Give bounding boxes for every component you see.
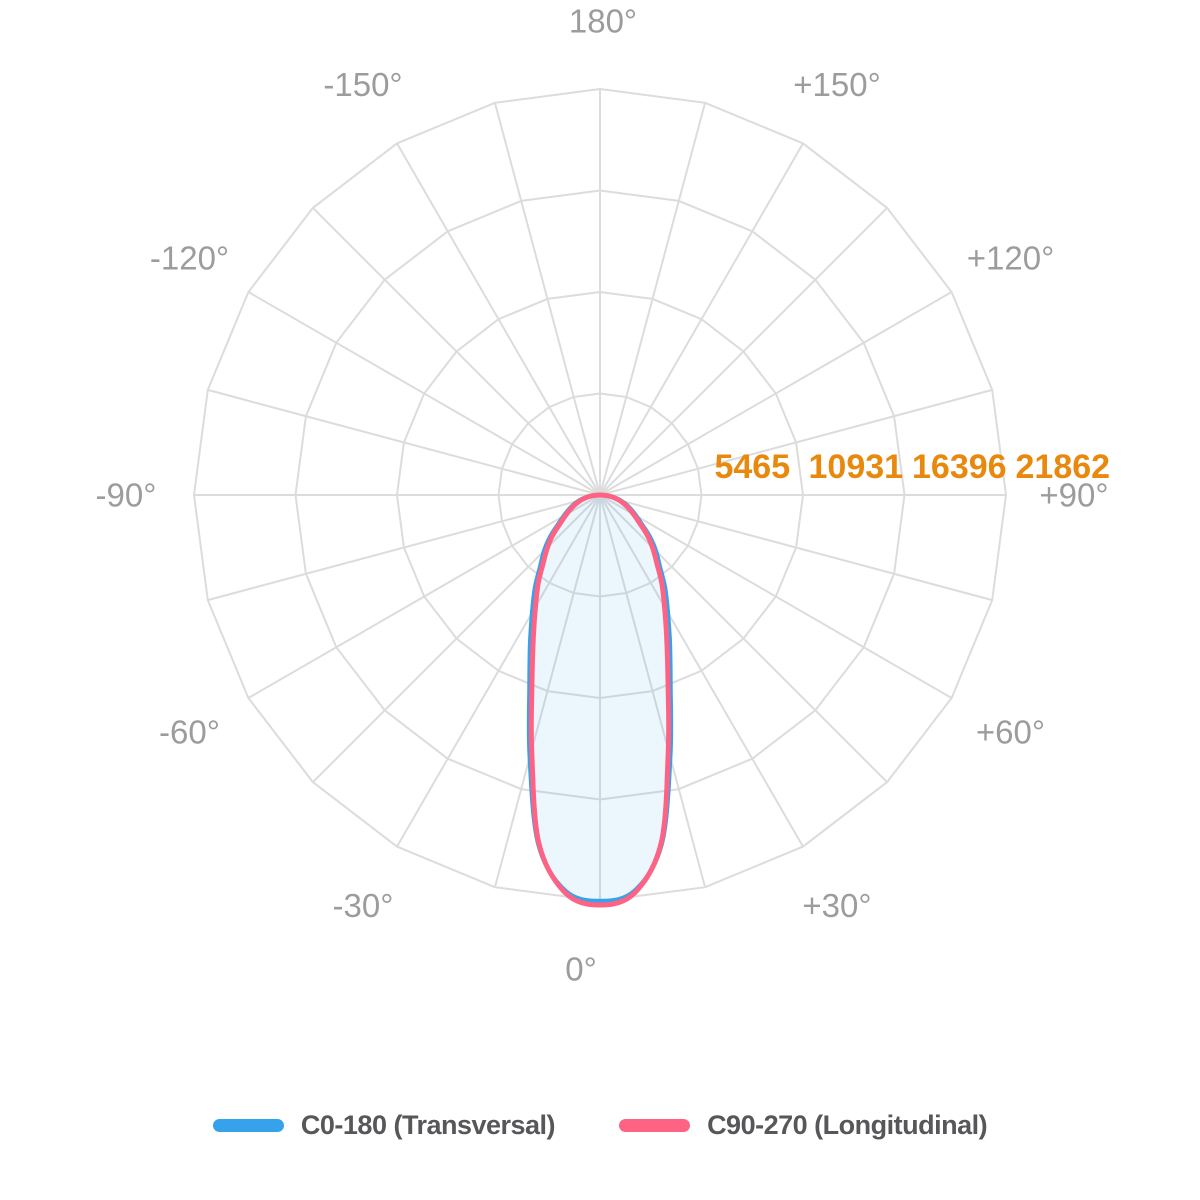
- angle-tick-label-m60deg: -60°: [159, 714, 220, 751]
- grid-spoke-30deg: [599, 494, 804, 848]
- grid-spoke-240deg: [247, 291, 601, 496]
- angle-tick-label-180deg: 180°: [569, 3, 637, 40]
- angle-tick-label-p150deg: +150°: [793, 66, 881, 103]
- angle-tick-label-m30deg: -30°: [333, 887, 394, 924]
- grid-spoke-210deg: [396, 142, 601, 496]
- legend-swatch-c90-270-icon: [619, 1119, 691, 1132]
- angle-tick-label-0deg: 0°: [565, 951, 597, 988]
- polar-photometric-chart: 5465 10931 16396 21862 0° +30° +60° +90° +120° +1…: [96, 3, 1111, 988]
- legend-label-c0-180: C0-180 (Transversal): [300, 1110, 556, 1140]
- angle-tick-label-p120deg: +120°: [967, 240, 1055, 277]
- angle-tick-label-p30deg: +30°: [802, 887, 871, 924]
- legend-label-c90-270: C90-270 (Longitudinal): [707, 1110, 988, 1140]
- grid-spoke-330deg: [396, 494, 601, 848]
- radial-tick-label-21862: 21862: [1016, 448, 1111, 486]
- angle-tick-label-m90deg: -90°: [96, 477, 157, 514]
- grid-spoke-315deg: [312, 494, 601, 783]
- angle-tick-label-p60deg: +60°: [976, 714, 1045, 751]
- legend-item-c0-180[interactable]: C0-180 (Transversal): [212, 1110, 556, 1141]
- legend-swatch-c0-180-icon: [212, 1119, 284, 1132]
- grid-spoke-15deg: [599, 494, 707, 888]
- grid-spoke-165deg: [599, 102, 707, 496]
- series-curve-c90-270: [528, 492, 672, 908]
- grid-spoke-75deg: [599, 494, 993, 602]
- grid-spoke-285deg: [207, 494, 601, 602]
- angle-tick-label-m150deg: -150°: [323, 66, 402, 103]
- grid-spoke-105deg: [599, 388, 993, 496]
- radial-tick-label-5465: 5465: [714, 448, 790, 486]
- grid-spoke-195deg: [493, 102, 601, 496]
- grid-spoke-60deg: [599, 494, 953, 699]
- grid-spoke-300deg: [247, 494, 601, 699]
- grid-spoke-135deg: [599, 207, 888, 496]
- grid-spoke-120deg: [599, 291, 953, 496]
- grid-spoke-345deg: [493, 494, 601, 888]
- radial-tick-label-16396: 16396: [912, 448, 1007, 486]
- legend-item-c90-270[interactable]: C90-270 (Longitudinal): [619, 1110, 988, 1141]
- grid-spoke-45deg: [599, 494, 888, 783]
- grid-spoke-225deg: [312, 207, 601, 496]
- radial-tick-label-10931: 10931: [809, 448, 904, 486]
- angle-tick-label-p90deg: +90°: [1039, 477, 1108, 514]
- grid-spoke-150deg: [599, 142, 804, 496]
- grid-spoke-255deg: [207, 388, 601, 496]
- chart-legend: C0-180 (Transversal) C90-270 (Longitudin…: [0, 1110, 1200, 1141]
- series-curve-c0-180: [526, 492, 674, 904]
- angle-tick-label-m120deg: -120°: [150, 240, 229, 277]
